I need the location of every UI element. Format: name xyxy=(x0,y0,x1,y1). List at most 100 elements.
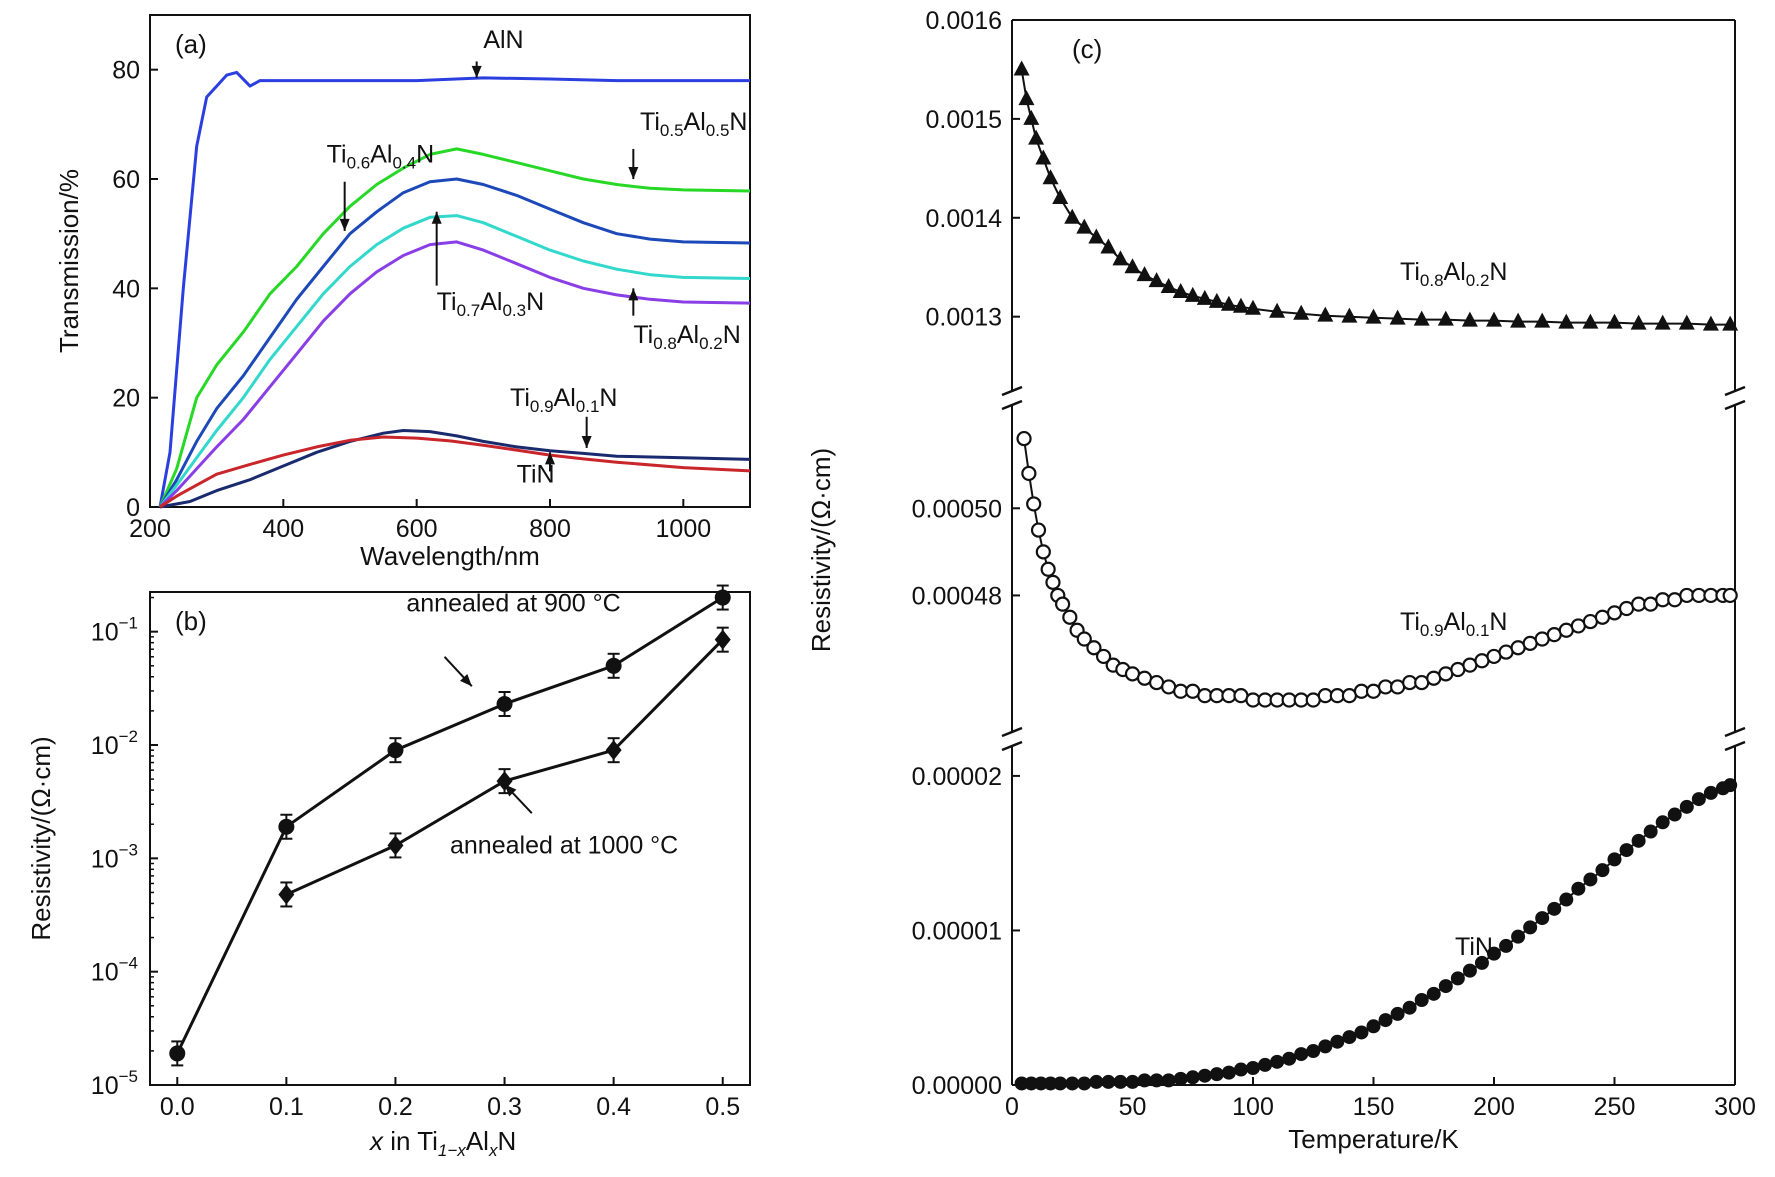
panel-c-point xyxy=(1317,306,1334,322)
panel-c-point xyxy=(1535,911,1550,926)
panel-c-point xyxy=(1137,1073,1152,1088)
panel-c-xtick-label: 300 xyxy=(1714,1093,1756,1121)
panel-c-point xyxy=(1077,1076,1092,1091)
panel-a-annotation-arrow-head xyxy=(471,65,482,78)
panel-c-xlabel: Temperature/K xyxy=(1288,1124,1459,1154)
panel-c-series-label: TiN xyxy=(1455,933,1493,961)
panel-a-annotation-label: Ti0.9​Al0.1​N xyxy=(510,384,617,416)
panel-a-annotation-label: Ti0.5​Al0.5​N xyxy=(640,108,747,140)
panel-c-point xyxy=(1523,920,1538,935)
panel-a-xtick-label: 1000 xyxy=(656,515,712,543)
panel-c-point xyxy=(1534,312,1551,328)
panel-c-resistivity-vs-temperature-chart: 0 50 100 150 200 250 300 Temperature/K Resistivi… xyxy=(806,7,1756,1154)
panel-b-annotation-arrow-head xyxy=(504,784,517,797)
panel-c-point xyxy=(1258,1057,1273,1072)
panel-a-ylabel: Transmission/% xyxy=(54,169,84,353)
panel-c-xtick-label: 200 xyxy=(1473,1093,1515,1121)
panel-c-point xyxy=(1606,313,1623,329)
panel-c-point xyxy=(1414,993,1429,1007)
panel-a-annotation-arrow-head xyxy=(628,288,639,301)
panel-c-point xyxy=(1196,289,1213,305)
panel-a-transmission-chart: 200 400 600 800 1000 0 20 40 60 80 Wavelength/nm Tr… xyxy=(54,14,751,571)
panel-c-ytick-label: 0.0016 xyxy=(926,7,1002,35)
panel-c-point xyxy=(1184,286,1201,302)
panel-c-point xyxy=(1246,1061,1260,1075)
panel-c-series-line xyxy=(1023,438,1731,701)
panel-a-series-line xyxy=(158,240,751,509)
panel-c-point xyxy=(1583,872,1598,887)
panel-c-point xyxy=(1030,522,1047,538)
panel-c-axis-break xyxy=(1724,726,1746,738)
panel-c-point xyxy=(1076,631,1092,647)
panel-a-ytick-label: 20 xyxy=(112,385,140,413)
panel-c-ytick-label: 0.00048 xyxy=(912,582,1002,610)
panel-b-annotation-label: annealed at 900 °C xyxy=(406,590,620,618)
panel-c-xtick-label: 250 xyxy=(1594,1093,1636,1121)
panel-c-point xyxy=(1450,971,1465,986)
panel-b-point xyxy=(387,742,404,759)
panel-c-point xyxy=(1294,1047,1309,1062)
panel-c-point xyxy=(1016,430,1032,447)
panel-c-ylabel: Resistivity/(Ω·cm) xyxy=(806,448,836,652)
panel-b-xlabel: x in Ti1−x​Alx​N xyxy=(368,1126,516,1160)
panel-c-point xyxy=(1136,266,1153,282)
panel-b-annotation-arrow-head xyxy=(459,674,472,687)
panel-c-point xyxy=(1148,272,1165,288)
panel-b-xtick-label: 0.4 xyxy=(596,1093,631,1121)
panel-a-annotation-label: Ti0.6​Al0.4​N xyxy=(327,141,434,173)
panel-c-point xyxy=(1076,218,1093,234)
panel-c-ytick-label: 0.00002 xyxy=(912,763,1002,791)
panel-c-point xyxy=(1035,149,1052,165)
panel-c-point xyxy=(1160,278,1177,294)
panel-c-point xyxy=(1033,1076,1048,1091)
panel-a-ytick-label: 60 xyxy=(112,166,140,194)
panel-c-point xyxy=(1462,963,1477,978)
panel-a-annotation-arrow-head xyxy=(628,167,639,179)
panel-c-point xyxy=(1499,938,1514,953)
panel-c-point xyxy=(1487,946,1501,961)
panel-c-point xyxy=(1221,1065,1236,1080)
panel-b-xtick-label: 0.5 xyxy=(705,1093,740,1121)
panel-c-ytick-label: 0.0013 xyxy=(926,304,1002,332)
panel-c-point xyxy=(1101,1074,1116,1089)
panel-c-point xyxy=(1013,60,1030,76)
panel-c-point xyxy=(1413,310,1430,326)
panel-c-point xyxy=(1100,238,1117,254)
panel-a-xlabel: Wavelength/nm xyxy=(360,541,540,571)
panel-c-point xyxy=(1437,310,1454,326)
panel-a-annotation-label: AlN xyxy=(483,26,523,54)
panel-c-point xyxy=(1318,1039,1333,1054)
panel-c-point xyxy=(1293,304,1310,320)
panel-c-point xyxy=(1208,292,1225,308)
panel-c-point xyxy=(1486,311,1502,327)
panel-c-point xyxy=(1703,785,1718,800)
panel-b-point xyxy=(714,629,731,650)
panel-c-point xyxy=(1511,929,1526,944)
panel-c-point xyxy=(1667,807,1682,822)
panel-c-point xyxy=(1028,129,1045,145)
panel-b-point xyxy=(714,589,731,606)
panel-a-annotation-label: Ti0.8​Al0.2​N xyxy=(633,321,740,353)
panel-c-point xyxy=(1040,561,1056,577)
panel-c-point xyxy=(1064,208,1081,224)
panel-c-point xyxy=(1722,315,1739,331)
panel-c-xtick-label: 100 xyxy=(1232,1093,1274,1121)
panel-c-point xyxy=(1678,314,1695,330)
panel-c-point xyxy=(1021,465,1037,482)
panel-c-point xyxy=(1342,1030,1357,1045)
panel-c-point xyxy=(1365,308,1382,324)
panel-c-point xyxy=(1161,1073,1176,1088)
panel-c-point xyxy=(1232,297,1249,313)
panel-c-point xyxy=(1402,1000,1417,1015)
panel-c-point xyxy=(1655,815,1670,830)
panel-c-point xyxy=(1558,313,1575,329)
panel-c-point xyxy=(1062,609,1078,625)
panel-b-frame xyxy=(149,591,751,1086)
panel-c-axis-break xyxy=(1001,740,1023,752)
panel-c-point xyxy=(1014,1076,1029,1091)
panel-c-point xyxy=(1722,587,1738,604)
panel-c-point xyxy=(1378,1013,1393,1028)
panel-a-annotation-arrow-head xyxy=(431,211,442,224)
panel-b-point xyxy=(605,657,622,674)
panel-a-ytick-label: 80 xyxy=(112,57,140,85)
